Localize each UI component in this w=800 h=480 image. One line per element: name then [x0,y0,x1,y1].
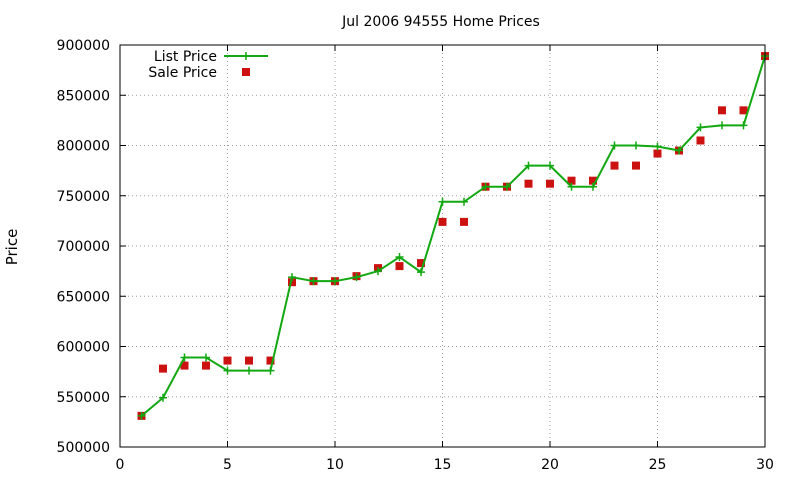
sale-price-point [524,179,533,188]
y-axis-title: Price [3,229,21,266]
list-price-point [632,141,640,150]
list-price-point [202,353,210,362]
sale-price-point [395,262,404,271]
sale-price-point [438,217,447,226]
legend-label-list-price: List Price [154,49,217,65]
axis-ticks: 500000 550000 600000 650000 700000 750000 8000… [57,38,774,473]
list-price-point [309,277,318,286]
sale-price-point [288,278,296,287]
list-price-point [739,121,748,130]
y-tick-label: 850000 [57,88,110,104]
list-price-point [266,366,275,375]
sale-price-point [245,356,253,365]
y-tick-label: 650000 [57,289,110,305]
x-tick-label: 10 [326,457,344,473]
list-price-point [675,146,683,155]
sale-price-point [546,179,554,188]
sale-price-point [180,361,189,370]
x-tick-label: 0 [116,457,125,473]
sale-price-point [610,161,619,170]
x-tick-label: 5 [223,457,232,473]
list-price-point [589,182,597,191]
sale-price-point [202,361,210,370]
list-price-point [438,197,447,206]
list-price-point [610,141,619,150]
list-price-point [503,182,511,191]
list-price-point [696,123,705,132]
sale-price-point [567,176,576,185]
y-tick-label: 550000 [57,390,110,406]
list-price-point [288,273,296,282]
sale-price-point [632,161,640,170]
sale-price-point [696,136,705,145]
sale-price-point [739,106,748,115]
sale-price-point [460,217,468,226]
y-tick-label: 600000 [57,340,110,356]
legend-list-price-marker [242,52,250,60]
sale-price-point [653,149,662,158]
plot-border [119,44,766,448]
list-price-point [653,142,662,151]
list-price-point [481,182,490,191]
y-tick-label: 800000 [57,139,110,155]
sale-price-point [223,356,232,365]
grid-lines [120,45,765,447]
sale-price-point [417,259,425,268]
list-price-point [374,267,382,276]
list-price-point [524,161,533,170]
legend-sale-price-marker [242,68,250,76]
legend: List Price Sale Price [148,49,268,81]
list-price-point [245,366,253,375]
sale-price-point [589,176,597,185]
x-tick-label: 30 [756,457,774,473]
y-tick-label: 900000 [57,38,110,54]
list-price-point [460,197,468,206]
y-tick-label: 500000 [57,440,110,456]
chart-title: Jul 2006 94555 Home Prices [341,14,540,30]
y-tick-label: 700000 [57,239,110,255]
list-price-point [180,353,189,362]
y-tick-label: 750000 [57,189,110,205]
sale-price-point [718,106,726,115]
x-tick-label: 25 [649,457,667,473]
list-price-point [159,393,167,402]
list-price-point [137,411,146,420]
list-price-point [417,268,425,277]
list-price-point [718,121,726,130]
list-price-point [567,182,576,191]
x-tick-label: 15 [434,457,452,473]
list-price-point [546,161,554,170]
sale-price-point [266,356,275,365]
list-price-point [331,277,339,286]
list-price-point [352,273,361,282]
list-price-point [223,366,232,375]
x-tick-label: 20 [541,457,559,473]
legend-label-sale-price: Sale Price [148,65,217,81]
list-price-line [140,55,766,417]
sale-price-point [159,364,167,373]
series-layer [137,52,769,420]
list-price-point [395,253,404,262]
